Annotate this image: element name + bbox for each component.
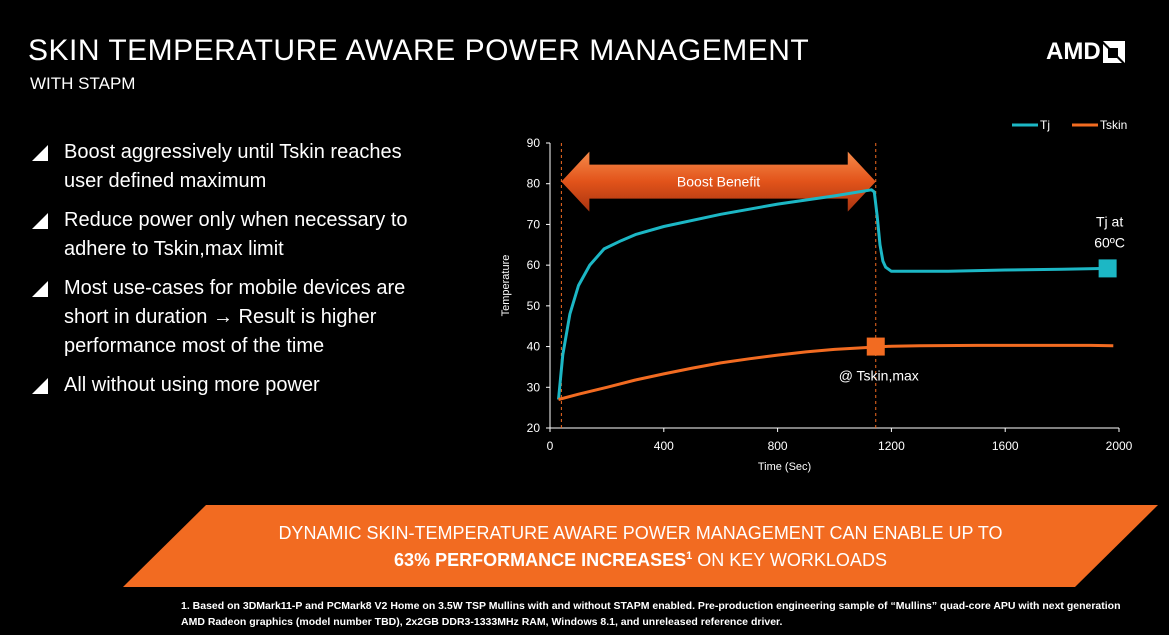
banner-line-1: DYNAMIC SKIN-TEMPERATURE AWARE POWER MAN…	[278, 523, 1003, 543]
footnote: 1. Based on 3DMark11-P and PCMark8 V2 Ho…	[181, 600, 1121, 628]
bullet-text: Reduce power only when necessary to adhe…	[64, 209, 408, 260]
y-tick-label: 90	[527, 136, 541, 150]
amd-arrow-icon	[1102, 41, 1125, 63]
legend-label-tj: Tj	[1040, 118, 1050, 132]
marker-tskin	[866, 337, 885, 356]
amd-logo-text: AMD	[1046, 38, 1101, 65]
y-tick-label: 50	[527, 299, 541, 313]
bullet-item: All without using more power	[32, 371, 432, 400]
marker-label-tj-line1: Tj at	[1096, 213, 1123, 229]
banner-shape	[123, 505, 1158, 587]
x-tick-label: 1200	[878, 439, 905, 453]
y-axis-title: Temperature	[500, 255, 512, 317]
marker-label-tj-line2: 60ºC	[1094, 234, 1125, 250]
slide-subtitle: WITH STAPM	[30, 74, 136, 93]
x-axis-title: Time (Sec)	[758, 461, 811, 473]
boost-benefit-label: Boost Benefit	[677, 174, 760, 190]
y-tick-label: 40	[527, 340, 541, 354]
banner-line-2-rest: ON KEY WORKLOADS	[692, 550, 887, 570]
bullet-item: Reduce power only when necessary to adhe…	[32, 206, 432, 264]
legend-label-tskin: Tskin	[1100, 118, 1127, 132]
boost-benefit-arrow	[561, 151, 876, 212]
x-tick-label: 400	[654, 439, 674, 453]
bullet-list: Boost aggressively until Tskin reaches u…	[32, 138, 432, 410]
x-tick-label: 1600	[992, 439, 1019, 453]
callout-banner: DYNAMIC SKIN-TEMPERATURE AWARE POWER MAN…	[123, 505, 1158, 587]
y-tick-label: 70	[527, 217, 541, 231]
series-line-tskin	[558, 343, 1114, 401]
bullet-text: Boost aggressively until Tskin reaches u…	[64, 141, 402, 192]
slide-title: SKIN TEMPERATURE AWARE POWER MANAGEMENT	[28, 34, 810, 67]
x-tick-label: 0	[547, 439, 554, 453]
temperature-chart: 20 30 40 50 60 70 80 90 0 400 800 1200 1600 2000 Time …	[500, 118, 1133, 473]
x-tick-label: 2000	[1106, 439, 1133, 453]
marker-label-tskin: @ Tskin,max	[839, 368, 919, 384]
bullet-text: Most use-cases for mobile devices are sh…	[64, 277, 406, 357]
marker-tj	[1098, 259, 1117, 278]
triangle-bullet-icon	[32, 281, 48, 297]
banner-highlight: 63% PERFORMANCE INCREASES	[394, 550, 687, 570]
series-line-tj	[557, 188, 1108, 400]
y-tick-label: 80	[527, 177, 541, 191]
banner-footnote-ref: 1	[686, 550, 693, 562]
bullet-item: Boost aggressively until Tskin reaches u…	[32, 138, 432, 196]
triangle-bullet-icon	[32, 145, 48, 161]
triangle-bullet-icon	[32, 213, 48, 229]
y-tick-label: 30	[527, 380, 541, 394]
x-tick-label: 800	[768, 439, 788, 453]
amd-logo: AMD	[1046, 38, 1125, 66]
bullet-text: All without using more power	[64, 374, 320, 396]
bullet-item: Most use-cases for mobile devices are sh…	[32, 274, 432, 361]
triangle-bullet-icon	[32, 378, 48, 394]
banner-line-2: 63% PERFORMANCE INCREASES1 ON KEY WORKLO…	[123, 550, 1158, 571]
y-tick-label: 20	[527, 421, 541, 435]
y-tick-label: 60	[527, 258, 541, 272]
